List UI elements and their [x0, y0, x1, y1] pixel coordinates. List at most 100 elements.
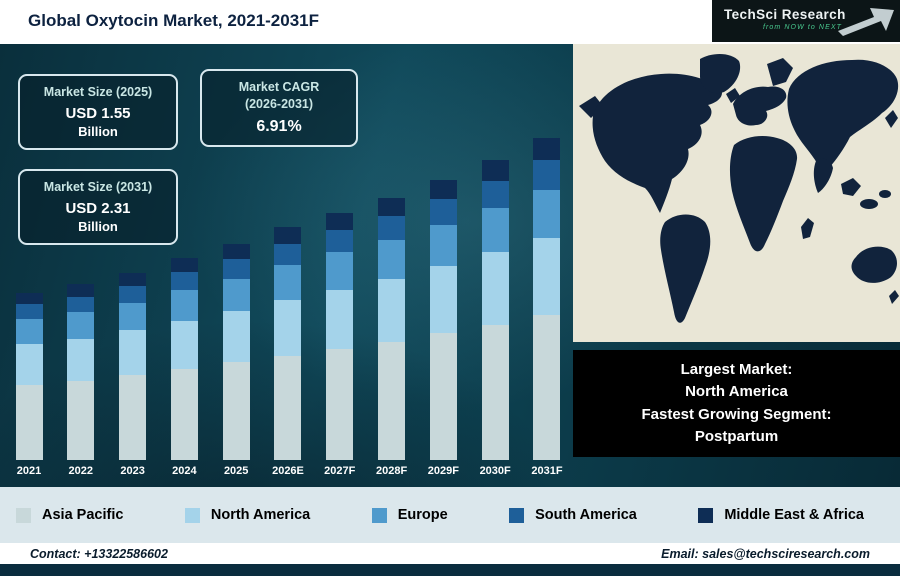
footer-email: Email: sales@techsciresearch.com — [661, 546, 870, 561]
segment-middle-east-africa — [67, 284, 95, 297]
segment-europe — [429, 224, 457, 267]
segment-asia-pacific — [429, 333, 457, 460]
legend-swatch-middle-east-africa — [698, 507, 714, 523]
segment-asia-pacific — [119, 375, 147, 460]
logo-name: TechSci Research — [724, 7, 846, 22]
segment-north-america — [326, 290, 354, 349]
bar-column-2031f: 2031F — [530, 137, 564, 477]
segment-south-america — [533, 160, 561, 190]
region-se-asia — [841, 178, 861, 196]
bar-year-label: 2028F — [375, 465, 408, 477]
bar-column-2026e: 2026E — [271, 227, 305, 477]
segment-europe — [15, 319, 43, 345]
bar-column-2030f: 2030F — [478, 160, 512, 477]
market-cagr-box: Market CAGR (2026-2031) 6.91% — [200, 69, 358, 147]
continent-alaska — [579, 96, 603, 118]
continent-asia — [787, 59, 899, 174]
segment-europe — [378, 239, 406, 279]
market-cagr-label-line2: (2026-2031) — [244, 96, 314, 111]
legend-item-north-america: North America — [184, 507, 311, 523]
bar-stack — [119, 273, 147, 460]
bar-column-2025: 2025 — [219, 243, 253, 477]
segment-south-america — [67, 296, 95, 313]
segment-south-america — [119, 285, 147, 303]
region-indonesia — [860, 199, 878, 209]
legend-label: North America — [210, 507, 311, 523]
world-map-svg — [573, 44, 900, 342]
continent-south-america — [660, 214, 711, 323]
legend-label: Middle East & Africa — [724, 507, 864, 523]
segment-europe — [326, 252, 354, 290]
bar-year-label: 2024 — [172, 465, 197, 477]
segment-europe — [222, 278, 250, 311]
segment-south-america — [15, 303, 43, 320]
region-scandinavia — [767, 58, 793, 86]
market-size-2031-value: USD 2.31 — [65, 199, 131, 217]
market-cagr-label-line1: Market CAGR — [238, 80, 320, 94]
segment-south-america — [326, 230, 354, 253]
legend-label: South America — [535, 507, 637, 523]
market-size-2025-unit: Billion — [78, 123, 118, 139]
bar-year-label: 2023 — [120, 465, 145, 477]
bar-column-2024: 2024 — [167, 257, 201, 477]
segment-south-america — [378, 216, 406, 240]
bar-stack — [15, 292, 43, 460]
continent-europe — [733, 86, 787, 126]
bar-stack — [378, 198, 406, 460]
segment-europe — [481, 207, 509, 253]
region-uk — [726, 88, 740, 103]
segment-north-america — [274, 299, 302, 356]
segment-europe — [67, 312, 95, 339]
segment-south-america — [429, 199, 457, 225]
bar-stack — [170, 257, 198, 460]
segment-north-america — [222, 310, 250, 363]
world-map — [573, 44, 900, 342]
largest-market-value: North America — [685, 383, 788, 400]
logo-text: TechSci Research from NOW to NEXT — [724, 7, 854, 31]
footer: Contact: +13322586602 Email: sales@techs… — [0, 543, 900, 564]
bar-column-2021: 2021 — [12, 292, 46, 477]
segment-asia-pacific — [326, 348, 354, 460]
legend-item-asia-pacific: Asia Pacific — [16, 507, 123, 523]
bar-year-label: 2026E — [272, 465, 304, 477]
segment-north-america — [170, 320, 198, 370]
bar-year-label: 2022 — [68, 465, 94, 477]
segment-middle-east-africa — [481, 160, 509, 182]
bar-year-label: 2021 — [16, 465, 42, 477]
segment-asia-pacific — [15, 384, 43, 460]
bar-stack — [222, 243, 250, 460]
segment-south-america — [481, 181, 509, 208]
continent-australia — [851, 246, 897, 283]
segment-asia-pacific — [67, 380, 95, 460]
bar-column-2029f: 2029F — [426, 179, 460, 477]
fastest-segment-label: Fastest Growing Segment: — [641, 405, 832, 423]
fastest-segment-value: Postpartum — [694, 428, 779, 445]
bar-year-label: 2025 — [223, 465, 249, 477]
segment-asia-pacific — [378, 341, 406, 460]
page-title: Global Oxytocin Market, 2021-2031F — [28, 11, 320, 30]
legend-swatch-asia-pacific — [16, 507, 31, 523]
legend: Asia Pacific North America Europe South Ame… — [0, 487, 900, 543]
legend-item-europe: Europe — [371, 507, 448, 523]
segment-middle-east-africa — [222, 243, 250, 260]
bar-stack — [274, 227, 302, 460]
bar-column-2027f: 2027F — [323, 213, 357, 477]
bottom-bar — [0, 564, 900, 576]
segment-south-america — [222, 259, 250, 279]
footer-contact: Contact: +13322586602 — [30, 546, 168, 561]
market-size-2025-box: Market Size (2025) USD 1.55 Billion — [18, 74, 178, 150]
segment-north-america — [67, 338, 95, 381]
region-japan — [885, 110, 898, 128]
segment-middle-east-africa — [170, 257, 198, 272]
region-india — [813, 158, 833, 193]
bar-year-label: 2031F — [531, 465, 563, 477]
segment-north-america — [533, 238, 561, 315]
bar-stack — [67, 284, 95, 460]
segment-middle-east-africa — [378, 198, 406, 217]
bar-stack — [326, 213, 354, 460]
bar-column-2022: 2022 — [64, 284, 98, 477]
segment-asia-pacific — [533, 315, 561, 460]
segment-middle-east-africa — [429, 179, 457, 200]
continent-africa — [729, 136, 798, 252]
